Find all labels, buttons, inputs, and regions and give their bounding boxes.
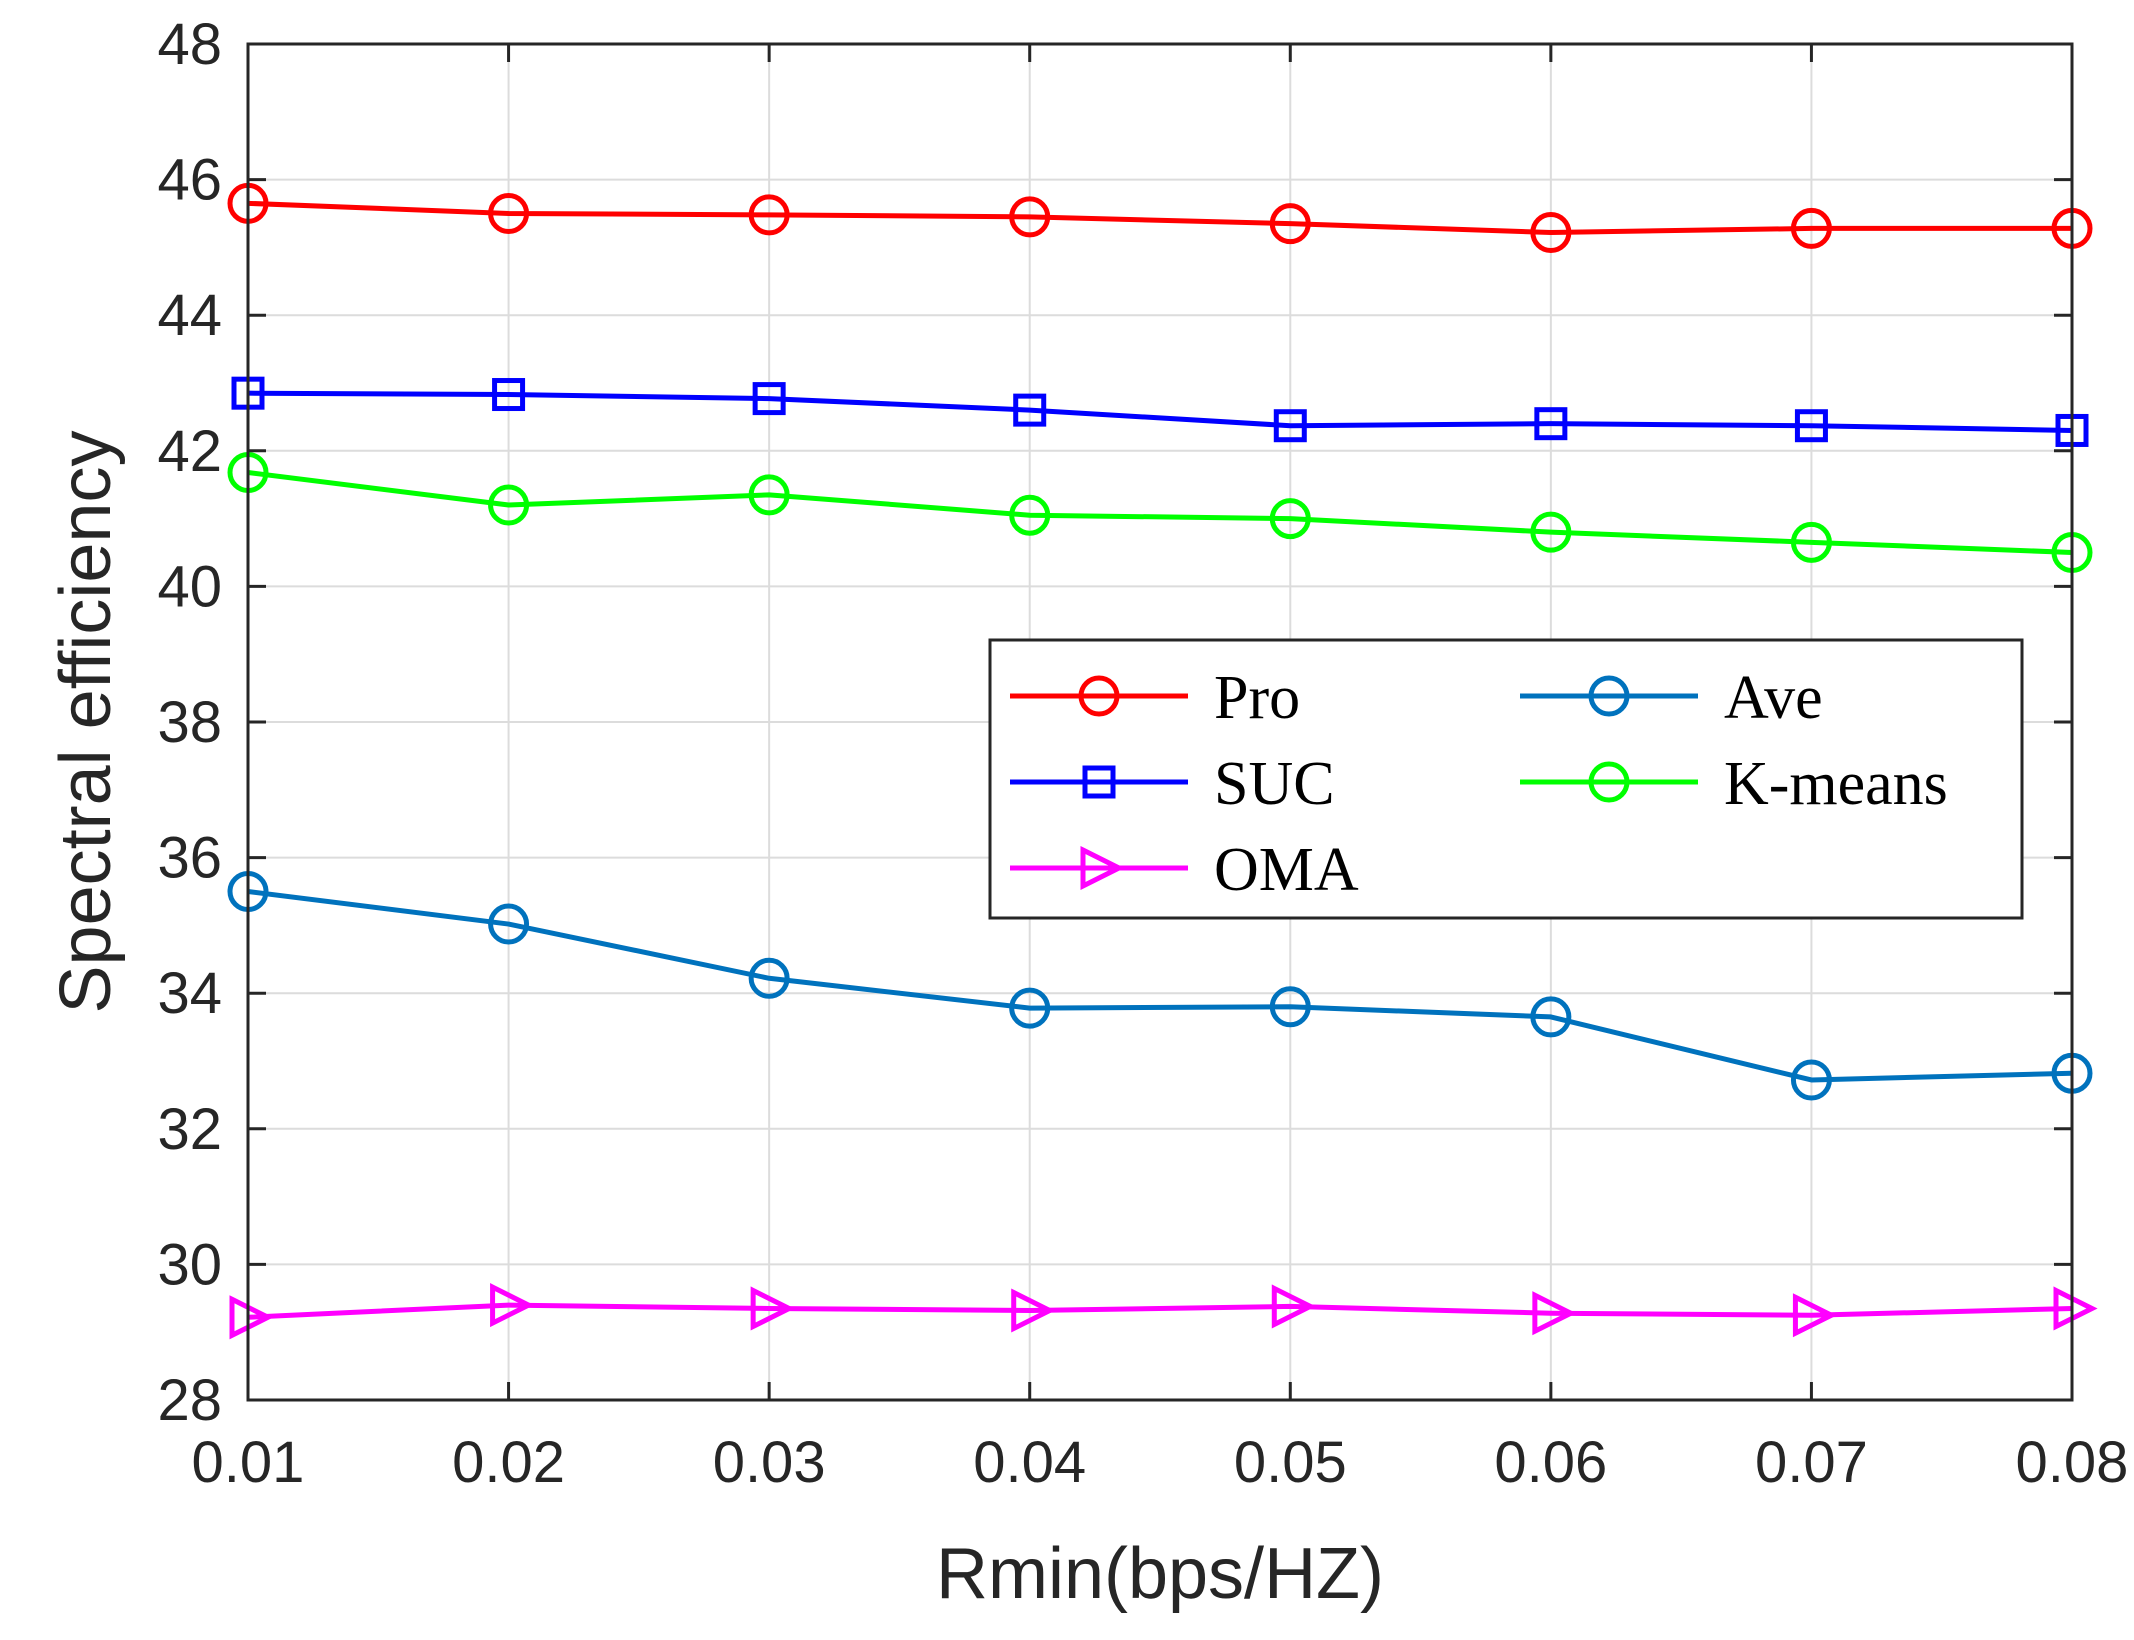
data-point-ave xyxy=(748,957,790,999)
legend-label-pro: Pro xyxy=(1214,664,1300,732)
y-tick-label: 34 xyxy=(157,961,222,1026)
data-point-ave xyxy=(1530,996,1572,1038)
x-tick-label: 0.03 xyxy=(713,1430,826,1495)
y-tick-label: 48 xyxy=(157,12,222,77)
legend-marker-k-means xyxy=(1588,761,1630,803)
y-tick-label: 42 xyxy=(157,419,222,484)
data-point-pro xyxy=(748,194,790,236)
data-point-ave xyxy=(1269,986,1311,1028)
y-tick-label: 36 xyxy=(157,826,222,891)
y-tick-label: 38 xyxy=(157,690,222,755)
data-point-oma xyxy=(2053,1286,2098,1331)
data-point-suc xyxy=(752,382,786,416)
x-tick-label: 0.06 xyxy=(1494,1430,1607,1495)
legend-item-oma: OMA xyxy=(1010,836,1359,904)
y-tick-label: 30 xyxy=(157,1232,222,1297)
data-point-suc xyxy=(1273,409,1307,443)
legend-marker-oma xyxy=(1080,845,1125,891)
data-point-oma xyxy=(1011,1288,1056,1333)
series-line-oma xyxy=(247,1302,2073,1320)
data-point-k-means xyxy=(1269,498,1311,540)
legend-marker-pro xyxy=(1078,675,1120,717)
data-point-suc xyxy=(1013,393,1047,427)
data-point-pro xyxy=(1530,211,1572,253)
data-point-ave xyxy=(1009,987,1051,1029)
data-point-suc xyxy=(1794,409,1828,443)
legend-label-oma: OMA xyxy=(1214,836,1359,904)
data-point-k-means xyxy=(1530,511,1572,553)
data-point-oma xyxy=(229,1295,274,1340)
x-tick-label: 0.05 xyxy=(1234,1430,1347,1495)
x-tick-label: 0.07 xyxy=(1755,1430,1868,1495)
data-point-oma xyxy=(750,1286,795,1331)
data-point-pro xyxy=(1009,196,1051,238)
data-point-k-means xyxy=(1009,494,1051,536)
y-tick-label: 28 xyxy=(157,1368,222,1433)
y-tick-label: 44 xyxy=(157,283,222,348)
x-axis-title: Rmin(bps/HZ) xyxy=(936,1534,1384,1614)
data-point-suc xyxy=(492,378,526,412)
y-tick-label: 40 xyxy=(157,554,222,619)
legend-marker-suc xyxy=(1082,765,1116,799)
data-point-oma xyxy=(490,1283,535,1328)
y-tick-labels: 28 30 32 34 36 38 40 42 44 46 48 xyxy=(157,12,222,1433)
x-tick-label: 0.08 xyxy=(2016,1430,2129,1495)
data-point-pro xyxy=(1269,203,1311,245)
data-point-oma xyxy=(1532,1291,1577,1336)
legend-label-ave: Ave xyxy=(1724,664,1823,732)
series-line-pro xyxy=(247,200,2072,235)
legend-box xyxy=(988,638,2024,920)
y-tick-label: 32 xyxy=(157,1097,222,1162)
legend-item-pro: Pro xyxy=(1010,664,1300,732)
legend: Pro Ave SUC K-means OMA xyxy=(988,638,2024,920)
series-group xyxy=(227,182,2098,1340)
data-point-k-means xyxy=(1790,521,1832,563)
series-line-suc xyxy=(247,390,2073,433)
data-point-suc xyxy=(1534,407,1568,441)
legend-marker-ave xyxy=(1588,675,1630,717)
legend-item-k-means: K-means xyxy=(1520,750,1948,818)
axis-ticks xyxy=(246,42,2074,1402)
data-point-oma xyxy=(1792,1293,1838,1338)
series-line-k-means xyxy=(247,470,2073,555)
data-point-pro xyxy=(1790,207,1832,249)
x-tick-labels: 0.01 0.02 0.03 0.04 0.05 0.06 0.07 0.08 xyxy=(192,1430,2129,1495)
legend-label-suc: SUC xyxy=(1214,750,1335,818)
series-line-ave xyxy=(247,889,2073,1083)
legend-label-k-means: K-means xyxy=(1724,750,1948,818)
x-tick-label: 0.01 xyxy=(192,1430,305,1495)
y-axis-title: Spectral efficiency xyxy=(46,431,126,1014)
data-point-pro xyxy=(488,193,530,234)
legend-item-suc: SUC xyxy=(1010,750,1335,818)
data-point-k-means xyxy=(748,474,790,516)
y-tick-label: 46 xyxy=(157,148,222,213)
data-point-oma xyxy=(1271,1284,1316,1329)
series-oma xyxy=(229,1283,2098,1340)
x-tick-label: 0.02 xyxy=(452,1430,565,1495)
data-point-ave xyxy=(1790,1059,1832,1101)
x-tick-label: 0.04 xyxy=(973,1430,1086,1495)
data-point-k-means xyxy=(488,484,530,526)
data-point-ave xyxy=(488,903,530,945)
legend-item-ave: Ave xyxy=(1520,664,1823,732)
